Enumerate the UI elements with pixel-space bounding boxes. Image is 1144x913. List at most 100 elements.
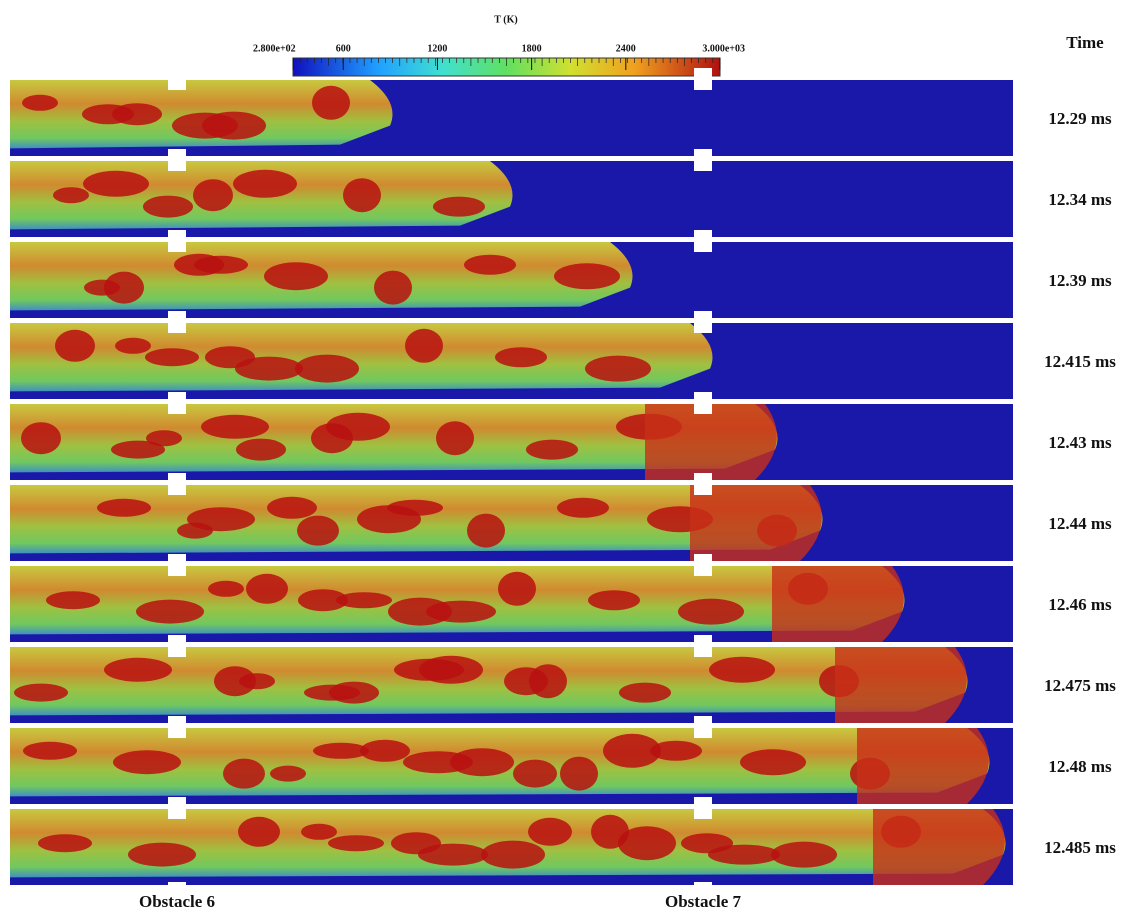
time-label: 12.29 ms [1048, 109, 1112, 128]
hot-region [304, 685, 360, 701]
obstacle [694, 635, 712, 657]
hot-region [554, 263, 620, 289]
hot-region [270, 766, 306, 782]
hot-region [504, 667, 548, 695]
time-header: Time [1066, 33, 1104, 52]
obstacle [168, 311, 186, 333]
obstacle [694, 68, 712, 90]
hot-region [23, 742, 77, 760]
colorbar-tick-label: 3.000e+03 [702, 43, 745, 54]
hot-region [235, 357, 303, 381]
hot-region [238, 817, 280, 847]
obstacle [168, 149, 186, 171]
hot-region [55, 330, 95, 362]
time-label: 12.475 ms [1044, 676, 1116, 695]
shock-region [645, 404, 777, 480]
hot-region [495, 347, 547, 367]
hot-region [187, 507, 255, 531]
hot-region [267, 497, 317, 519]
hot-region [264, 262, 328, 290]
obstacle [168, 230, 186, 252]
colorbar-tick-label: 1200 [427, 43, 447, 54]
hot-region [498, 572, 536, 606]
hot-region [295, 355, 359, 383]
hot-region [618, 826, 676, 860]
obstacle [168, 882, 186, 894]
hot-region [405, 329, 443, 363]
hot-region [603, 734, 661, 768]
obstacle [168, 392, 186, 414]
time-label: 12.44 ms [1048, 514, 1112, 533]
obstacle [168, 716, 186, 738]
hot-region [38, 834, 92, 852]
obstacle [694, 554, 712, 576]
hot-region [418, 844, 488, 866]
hot-region [374, 271, 412, 305]
hot-region [436, 421, 474, 455]
hot-region [83, 171, 149, 197]
hot-region [194, 256, 248, 274]
hot-region [145, 348, 199, 366]
time-label: 12.43 ms [1048, 433, 1112, 452]
obstacle [168, 68, 186, 90]
hot-region [246, 574, 288, 604]
hot-region [46, 591, 100, 609]
hot-region [557, 498, 609, 518]
time-label: 12.415 ms [1044, 352, 1116, 371]
hot-region [513, 760, 557, 788]
shock-region [690, 485, 822, 561]
hot-region [115, 338, 151, 354]
hot-region [467, 514, 505, 548]
hot-region [585, 356, 651, 382]
hot-region [236, 439, 286, 461]
figure-canvas: T (K) Time Obstacle 6 Obstacle 7 2.800e+… [0, 0, 1144, 913]
time-label: 12.39 ms [1048, 271, 1112, 290]
hot-region [97, 499, 151, 517]
obstacle [694, 149, 712, 171]
hot-region [771, 842, 837, 868]
hot-region [297, 516, 339, 546]
obstacle [168, 554, 186, 576]
hot-region [588, 590, 640, 610]
hot-region [53, 187, 89, 203]
hot-region [709, 657, 775, 683]
hot-region [128, 843, 196, 867]
colorbar-tick-label: 2.800e+02 [253, 43, 296, 54]
obstacle [694, 392, 712, 414]
hot-region [433, 197, 485, 217]
obstacle [694, 797, 712, 819]
colorbar-tick-label: 2400 [616, 43, 636, 54]
obstacle [694, 230, 712, 252]
hot-region [104, 272, 144, 304]
hot-region [136, 600, 204, 624]
hot-region [172, 113, 238, 139]
obstacle [694, 311, 712, 333]
shock-region [857, 728, 989, 804]
hot-region [426, 601, 496, 623]
colorbar-tick-label: 1800 [522, 43, 542, 54]
hot-region [313, 743, 369, 759]
hot-region [104, 658, 172, 682]
hot-region [82, 104, 134, 124]
hot-region [311, 423, 353, 453]
hot-region [201, 415, 269, 439]
hot-region [403, 751, 473, 773]
obstacle [694, 716, 712, 738]
hot-region [328, 835, 384, 851]
hot-region [233, 170, 297, 198]
obstacle [694, 882, 712, 894]
colorbar-title: T (K) [494, 14, 517, 25]
obstacle [168, 635, 186, 657]
hot-region [22, 95, 58, 111]
hot-region [312, 86, 350, 120]
hot-region [336, 592, 392, 608]
shock-region [835, 647, 967, 723]
hot-region [481, 841, 545, 869]
hot-region [678, 599, 744, 625]
time-label: 12.485 ms [1044, 838, 1116, 857]
hot-region [708, 845, 780, 865]
hot-region [343, 178, 381, 212]
hot-region [111, 441, 165, 459]
obstacle [168, 473, 186, 495]
flame-region [10, 566, 905, 634]
